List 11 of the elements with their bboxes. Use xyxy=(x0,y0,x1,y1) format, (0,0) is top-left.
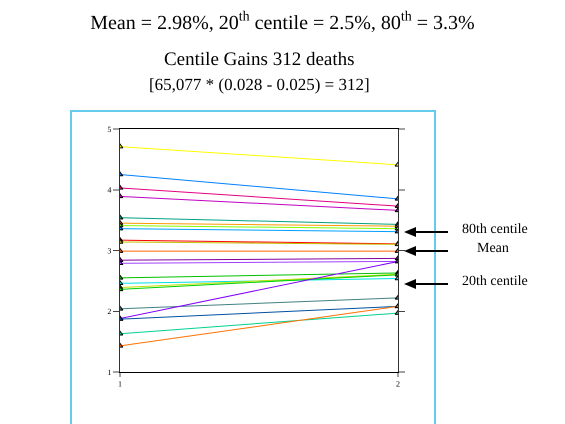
chart-title: Mean = 2.98%, 20$^{th}$ centile = 2.5%, 80$^{th}$ = 3.3% xyxy=(90,10,475,34)
y-tick-label: 4 xyxy=(107,186,112,195)
text: [65,077 * (0.028 - 0.025) = 312] xyxy=(149,75,370,94)
text: Mean xyxy=(477,241,509,256)
y-tick-label: 1 xyxy=(107,368,112,377)
y-tick-label: 2 xyxy=(107,307,112,316)
chart-subtitle: Centile Gains 312 deaths xyxy=(164,49,354,70)
text: 20th centile xyxy=(462,274,528,289)
text: 80th centile xyxy=(462,222,528,237)
y-tick-label: 3 xyxy=(107,246,112,256)
y-tick-label: 5 xyxy=(107,124,112,134)
